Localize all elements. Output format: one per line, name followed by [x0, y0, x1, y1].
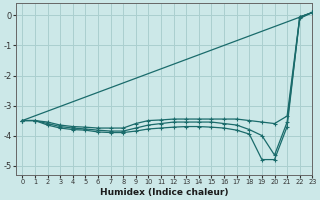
X-axis label: Humidex (Indice chaleur): Humidex (Indice chaleur) [100, 188, 228, 197]
